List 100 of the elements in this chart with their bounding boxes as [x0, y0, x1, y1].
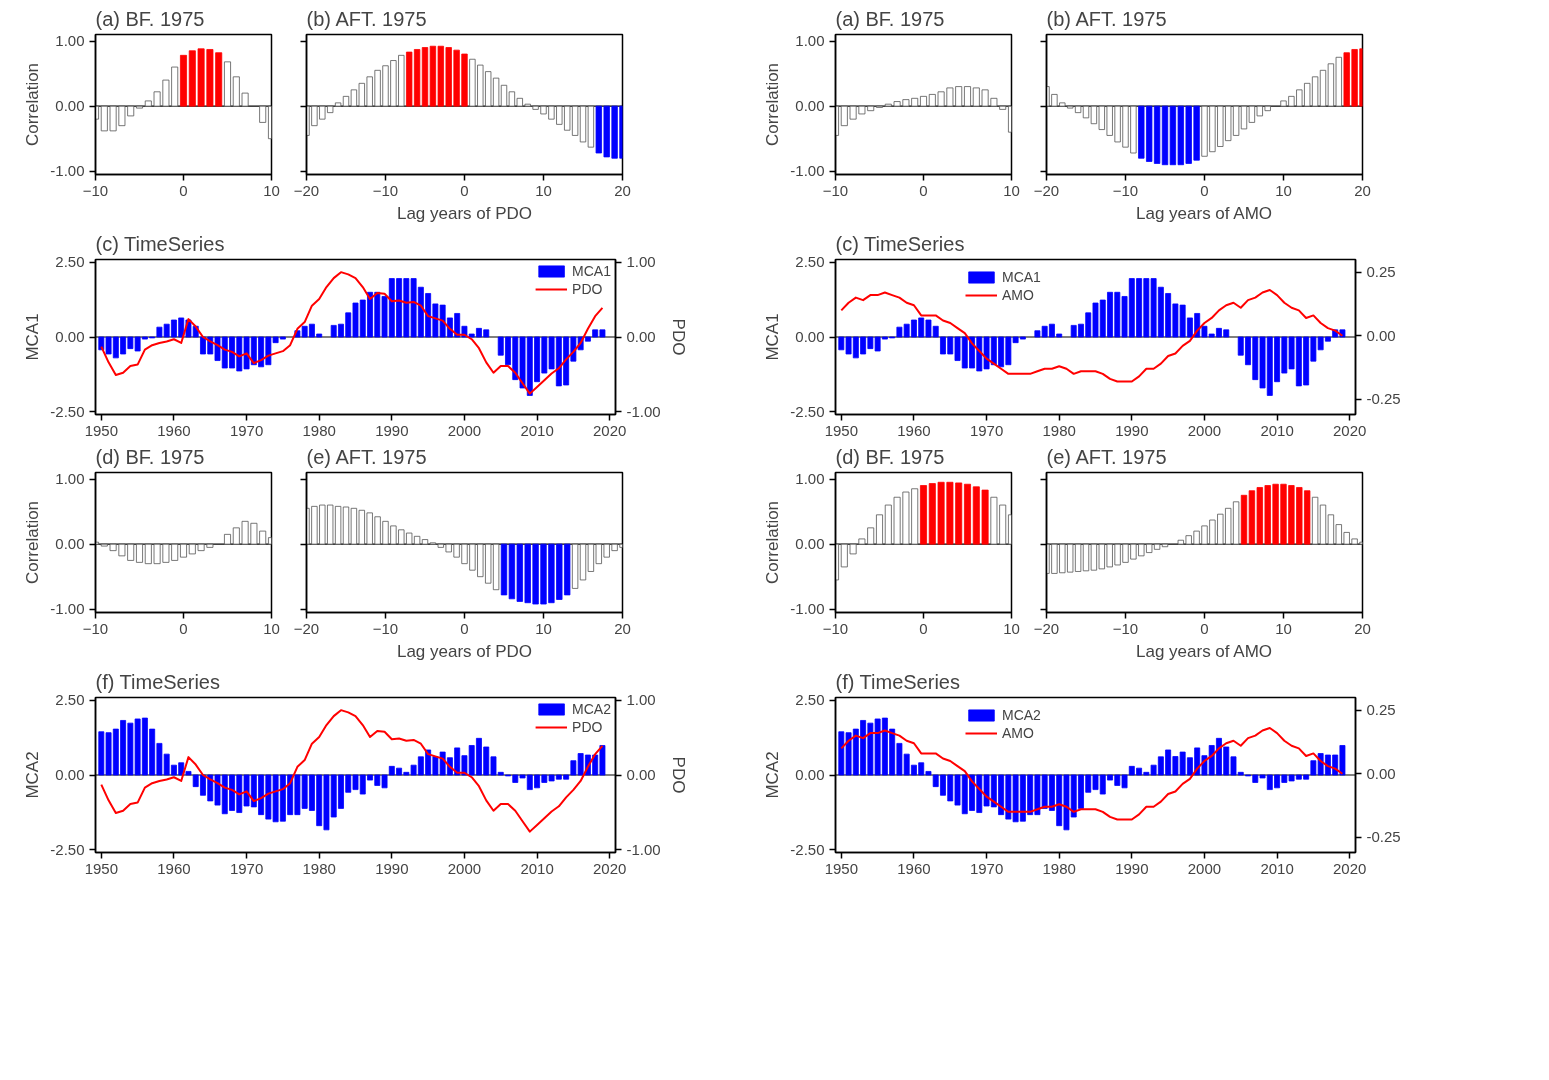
- y-axis-title: Correlation: [763, 62, 783, 147]
- chart-title: (a) BF. 1975: [835, 7, 945, 30]
- y2-tick-label: 0.25: [1366, 701, 1396, 719]
- x-tick-label: 1990: [1115, 421, 1149, 439]
- y-axis-title: MCA1: [763, 313, 783, 361]
- y2-tick-label: 0.00: [1366, 326, 1396, 344]
- y2-tick-label: -0.25: [1366, 390, 1401, 408]
- chart-title: (c) TimeSeries: [835, 232, 965, 255]
- x-tick-label: 1990: [1115, 859, 1149, 877]
- x-tick-label: 10: [1275, 181, 1292, 199]
- x-tick-label: 1980: [1042, 859, 1076, 877]
- y-tick-label: -2.50: [50, 840, 85, 858]
- x-tick-label: 1980: [302, 421, 336, 439]
- x-tick-label: 10: [1275, 619, 1292, 637]
- y-tick-label: -1.00: [790, 162, 825, 180]
- legend-label: PDO: [572, 719, 603, 735]
- chart-title: (b) AFT. 1975: [1046, 7, 1167, 30]
- y2-tick-label: -1.00: [626, 402, 661, 420]
- x-tick-label: 1970: [229, 421, 264, 439]
- x-tick-label: 1950: [84, 421, 118, 439]
- y-tick-label: -1.00: [50, 162, 85, 180]
- x-tick-label: 20: [1354, 619, 1371, 637]
- y-tick-label: 0.00: [795, 97, 825, 115]
- x-tick-label: −10: [372, 619, 399, 637]
- y-tick-label: 1.00: [795, 470, 825, 488]
- x-tick-label: 2010: [520, 421, 554, 439]
- x-axis-title: Lag years of PDO: [396, 641, 533, 661]
- x-axis-title: Lag years of AMO: [1136, 203, 1273, 223]
- x-tick-label: 1970: [969, 421, 1004, 439]
- y-tick-label: 0.00: [55, 766, 85, 783]
- y-axis-title: MCA1: [23, 313, 43, 361]
- x-tick-label: 2020: [593, 859, 627, 877]
- legend-label: MCA2: [572, 701, 611, 717]
- legend-label: MCA2: [1002, 707, 1041, 723]
- y-axis-title: Correlation: [23, 500, 43, 585]
- y-tick-label: 0.00: [55, 97, 85, 115]
- y-tick-label: -2.50: [50, 402, 85, 420]
- chart-title: (b) AFT. 1975: [306, 7, 427, 30]
- x-tick-label: 2000: [447, 421, 482, 439]
- y2-tick-label: 0.25: [1366, 263, 1396, 281]
- x-tick-label: 1960: [897, 859, 931, 877]
- x-tick-label: 1970: [969, 859, 1004, 877]
- x-tick-label: 10: [535, 181, 552, 199]
- x-tick-label: 0: [179, 181, 188, 199]
- y2-axis-title: PDO: [668, 756, 688, 794]
- x-tick-label: 2020: [593, 421, 627, 439]
- chart-title: (f) TimeSeries: [95, 670, 220, 693]
- y-tick-label: 2.50: [55, 691, 85, 709]
- x-axis-title: Lag years of AMO: [1136, 641, 1273, 661]
- chart-title: (f) TimeSeries: [835, 670, 960, 693]
- y-tick-label: 2.50: [795, 253, 825, 271]
- x-tick-label: −10: [372, 181, 399, 199]
- chart-title: (e) AFT. 1975: [1046, 445, 1167, 468]
- x-tick-label: 1950: [824, 859, 858, 877]
- x-tick-label: 10: [535, 619, 552, 637]
- x-tick-label: −20: [293, 181, 320, 199]
- x-tick-label: 2010: [1260, 421, 1294, 439]
- chart-title: (a) BF. 1975: [95, 7, 205, 30]
- x-tick-label: 1950: [84, 859, 118, 877]
- x-tick-label: 0: [460, 181, 469, 199]
- x-tick-label: 2000: [1187, 421, 1222, 439]
- x-tick-label: 2010: [1260, 859, 1294, 877]
- x-tick-label: 1990: [375, 859, 409, 877]
- x-tick-label: −10: [82, 181, 109, 199]
- y2-tick-label: 0.00: [626, 766, 656, 783]
- y-axis-title: Correlation: [23, 62, 43, 147]
- y-tick-label: 0.00: [55, 328, 85, 345]
- y-tick-label: 0.00: [795, 766, 825, 783]
- x-tick-label: 20: [614, 619, 631, 637]
- x-tick-label: 0: [460, 619, 469, 637]
- y-tick-label: 1.00: [55, 470, 85, 488]
- x-tick-label: −10: [822, 181, 849, 199]
- x-tick-label: 20: [614, 181, 631, 199]
- chart-title: (c) TimeSeries: [95, 232, 225, 255]
- x-tick-label: 10: [263, 181, 280, 199]
- chart-title: (e) AFT. 1975: [306, 445, 427, 468]
- x-tick-label: 20: [1354, 181, 1371, 199]
- y-axis-title: Correlation: [763, 500, 783, 585]
- x-tick-label: −20: [1033, 619, 1060, 637]
- x-tick-label: −10: [1112, 181, 1139, 199]
- y-tick-label: -2.50: [790, 840, 825, 858]
- y2-tick-label: 0.00: [1366, 764, 1396, 782]
- x-tick-label: −10: [82, 619, 109, 637]
- x-tick-label: 10: [1003, 181, 1020, 199]
- y-tick-label: 0.00: [795, 328, 825, 345]
- y2-tick-label: 1.00: [626, 253, 656, 271]
- x-tick-label: 1980: [302, 859, 336, 877]
- x-tick-label: 0: [919, 181, 928, 199]
- x-tick-label: 0: [179, 619, 188, 637]
- y-axis-title: MCA2: [763, 751, 783, 799]
- y2-tick-label: -0.25: [1366, 828, 1401, 846]
- x-tick-label: 1960: [157, 859, 191, 877]
- x-tick-label: 1970: [229, 859, 264, 877]
- y-tick-label: 0.00: [795, 535, 825, 553]
- x-tick-label: 1960: [157, 421, 191, 439]
- x-tick-label: 1960: [897, 421, 931, 439]
- y-tick-label: -1.00: [790, 600, 825, 618]
- x-tick-label: −10: [822, 619, 849, 637]
- x-tick-label: −10: [1112, 619, 1139, 637]
- y-tick-label: 1.00: [795, 32, 825, 50]
